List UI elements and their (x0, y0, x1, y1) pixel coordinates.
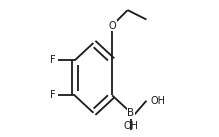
Text: OH: OH (150, 96, 165, 106)
Text: B: B (127, 108, 134, 118)
Text: O: O (108, 21, 116, 31)
Text: F: F (49, 90, 55, 100)
Text: OH: OH (124, 121, 138, 131)
Text: F: F (49, 55, 55, 65)
